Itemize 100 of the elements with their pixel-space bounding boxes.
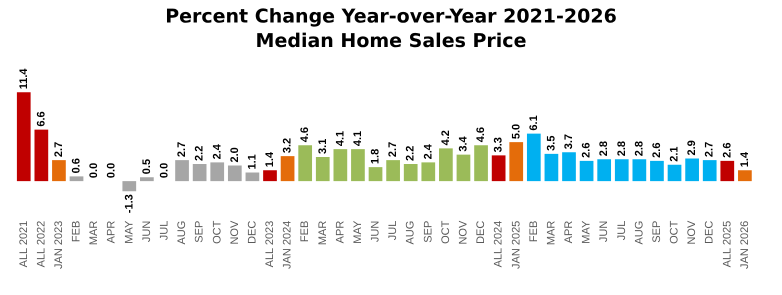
x-tick-label: APR bbox=[563, 220, 576, 244]
bar bbox=[720, 160, 734, 182]
bar bbox=[685, 158, 699, 182]
bar bbox=[421, 162, 436, 182]
data-label: 2.7 bbox=[387, 142, 400, 158]
data-label: 11.4 bbox=[18, 68, 30, 90]
data-label: 5.0 bbox=[510, 124, 522, 140]
x-tick-label: JUN bbox=[140, 220, 153, 242]
data-label: 4.2 bbox=[440, 130, 452, 146]
data-label: 1.1 bbox=[246, 154, 258, 170]
x-tick-label: FEB bbox=[528, 220, 540, 242]
x-tick-label: JUN bbox=[370, 220, 382, 242]
bar bbox=[298, 145, 312, 182]
bar bbox=[52, 160, 66, 182]
data-label: 2.7 bbox=[704, 142, 716, 158]
bar bbox=[351, 149, 365, 182]
data-label: 2.2 bbox=[194, 146, 206, 161]
x-tick-label: DEC bbox=[475, 220, 488, 244]
x-tick-label: SEP bbox=[422, 220, 434, 243]
bar bbox=[738, 170, 752, 182]
bar bbox=[228, 166, 242, 182]
x-tick-label: ALL 2021 bbox=[18, 220, 30, 268]
x-tick-label: AUG bbox=[176, 220, 188, 245]
x-tick-label: JAN 2023 bbox=[52, 220, 65, 270]
data-label: 4.1 bbox=[352, 130, 364, 146]
bar bbox=[210, 162, 224, 182]
x-tick-label: JAN 2024 bbox=[282, 220, 294, 270]
x-tick-label: JUL bbox=[387, 220, 400, 240]
data-label: 1.4 bbox=[264, 151, 276, 168]
bar bbox=[140, 177, 154, 182]
data-label: 3.7 bbox=[563, 134, 576, 150]
data-label: 2.9 bbox=[686, 140, 698, 156]
data-label: 0.0 bbox=[106, 162, 118, 178]
data-label: 2.6 bbox=[580, 142, 593, 158]
bar bbox=[650, 160, 664, 182]
x-tick-label: SEP bbox=[650, 220, 663, 243]
x-tick-label: SEP bbox=[194, 220, 206, 243]
data-label: 4.6 bbox=[475, 126, 488, 142]
bar bbox=[509, 142, 524, 182]
bar bbox=[668, 164, 682, 182]
bar bbox=[439, 148, 453, 182]
data-label: 2.7 bbox=[52, 142, 65, 158]
data-label: 3.5 bbox=[545, 136, 558, 151]
bar bbox=[580, 160, 594, 182]
bar bbox=[175, 160, 189, 182]
data-label: 1.8 bbox=[370, 148, 382, 164]
x-tick-label: ALL 2024 bbox=[492, 220, 505, 268]
x-tick-label: AUG bbox=[633, 220, 646, 245]
x-tick-label: DEC bbox=[704, 220, 716, 244]
x-tick-label: MAY bbox=[352, 220, 364, 244]
bar bbox=[562, 152, 576, 182]
x-tick-label: JUN bbox=[598, 220, 610, 242]
x-tick-label: ALL 2023 bbox=[264, 220, 276, 268]
x-tick-label: APR bbox=[106, 220, 118, 244]
bar bbox=[632, 159, 646, 182]
bar bbox=[333, 149, 348, 182]
x-tick-label: ALL 2025 bbox=[721, 220, 734, 268]
bar bbox=[368, 167, 382, 182]
x-tick-label: APR bbox=[334, 220, 346, 244]
x-tick-label: MAR bbox=[316, 220, 329, 246]
x-tick-label: JUL bbox=[158, 220, 170, 240]
x-tick-label: FEB bbox=[299, 220, 312, 242]
x-tick-label: NOV bbox=[686, 220, 698, 245]
data-label: -1.3 bbox=[123, 194, 136, 214]
data-label: 1.4 bbox=[738, 151, 751, 168]
x-tick-label: JUL bbox=[616, 220, 628, 240]
x-tick-label: MAR bbox=[545, 220, 558, 246]
bar bbox=[263, 170, 277, 182]
data-label: 2.8 bbox=[633, 140, 646, 156]
bar bbox=[492, 155, 506, 182]
bar bbox=[192, 164, 206, 182]
bar bbox=[246, 172, 260, 182]
data-label: 2.7 bbox=[176, 142, 188, 158]
x-tick-label: MAY bbox=[580, 220, 593, 244]
data-label: 0.5 bbox=[140, 158, 153, 174]
data-label: 2.4 bbox=[422, 143, 434, 160]
bar bbox=[544, 154, 558, 182]
bar bbox=[280, 156, 294, 182]
x-tick-label: NOV bbox=[228, 220, 241, 245]
bar bbox=[34, 130, 48, 182]
x-tick-label: JAN 2026 bbox=[738, 220, 751, 270]
data-label: 3.4 bbox=[458, 135, 470, 152]
x-tick-label: MAR bbox=[88, 220, 100, 246]
data-label: 2.6 bbox=[721, 142, 734, 158]
chart-title: Percent Change Year-over-Year 2021-2026 bbox=[165, 5, 617, 28]
data-label: 0.0 bbox=[158, 162, 170, 178]
bar bbox=[474, 145, 488, 182]
x-tick-label: JAN 2025 bbox=[510, 220, 522, 270]
x-tick-label: DEC bbox=[246, 220, 258, 244]
data-label: 0.6 bbox=[70, 158, 83, 174]
chart-subtitle: Median Home Sales Price bbox=[256, 30, 526, 52]
bar bbox=[456, 154, 470, 182]
data-label: 3.1 bbox=[316, 138, 329, 154]
bar bbox=[597, 159, 612, 182]
bar bbox=[386, 160, 400, 182]
bar bbox=[404, 164, 418, 182]
data-label: 2.2 bbox=[404, 146, 417, 161]
data-label: 6.6 bbox=[35, 111, 48, 127]
data-label: 6.1 bbox=[528, 115, 540, 131]
data-label: 2.8 bbox=[598, 140, 610, 156]
